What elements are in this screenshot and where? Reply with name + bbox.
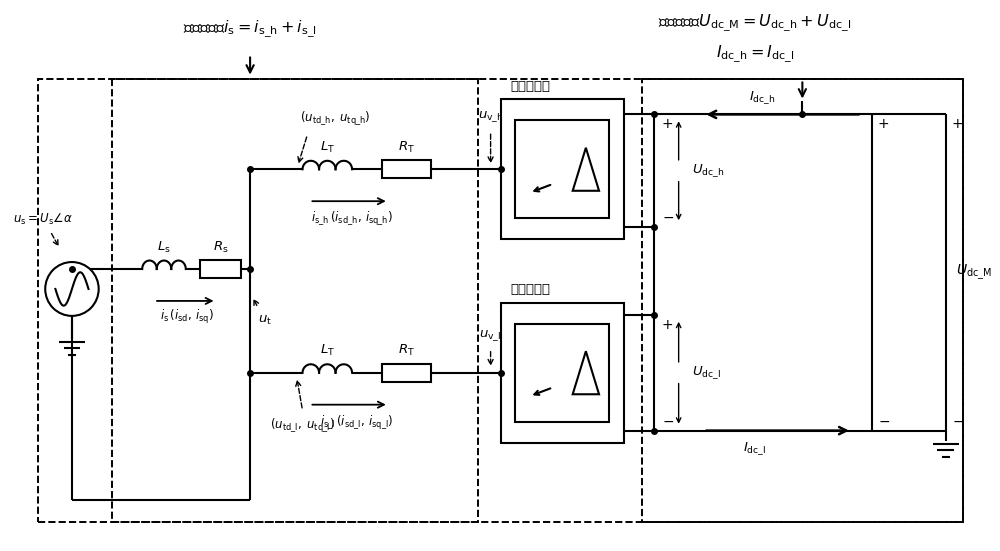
Text: +: +: [662, 318, 673, 332]
Bar: [112, 79, 478, 522]
Text: $u_{\rm s}=U_{\rm s}\angle\alpha$: $u_{\rm s}=U_{\rm s}\angle\alpha$: [13, 212, 72, 226]
Text: 高端换流器: 高端换流器: [510, 80, 550, 93]
Bar: [501, 303, 624, 442]
Bar: [200, 260, 241, 278]
Text: $L_{\rm T}$: $L_{\rm T}$: [320, 343, 335, 358]
Text: $R_{\rm T}$: $R_{\rm T}$: [398, 343, 415, 358]
Text: $u_{\rm t}$: $u_{\rm t}$: [258, 314, 272, 327]
Bar: [515, 120, 609, 218]
Bar: [515, 324, 609, 422]
Text: $U_{\rm dc\_l}$: $U_{\rm dc\_l}$: [692, 364, 721, 381]
Text: 直流侧串联$U_{\rm dc\_M}=U_{\rm dc\_h}+U_{\rm dc\_l}$: 直流侧串联$U_{\rm dc\_M}=U_{\rm dc\_h}+U_{\rm…: [658, 13, 851, 34]
Text: $i_{\rm s\_l}\,( i_{\rm sd\_l},\, i_{\rm sq\_l})$: $i_{\rm s\_l}\,( i_{\rm sd\_l},\, i_{\rm…: [320, 414, 394, 431]
Text: $i_{\rm s\_h}\,( i_{\rm sd\_h},\, i_{\rm sq\_h})$: $i_{\rm s\_h}\,( i_{\rm sd\_h},\, i_{\rm…: [311, 210, 393, 228]
Text: $-$: $-$: [662, 210, 674, 224]
Text: $-$: $-$: [878, 414, 890, 428]
Text: $L_{\rm T}$: $L_{\rm T}$: [320, 140, 335, 155]
Text: +: +: [952, 117, 963, 131]
Text: 交流侧并联$i_{\rm s}=i_{\rm s\_h}+i_{\rm s\_l}$: 交流侧并联$i_{\rm s}=i_{\rm s\_h}+i_{\rm s\_l…: [183, 19, 317, 40]
Text: +: +: [662, 117, 673, 131]
Polygon shape: [573, 148, 599, 191]
Polygon shape: [573, 351, 599, 395]
Bar: [382, 160, 431, 178]
Bar: [38, 79, 963, 522]
Text: $U_{\rm dc\_h}$: $U_{\rm dc\_h}$: [692, 163, 724, 179]
Text: $I_{\rm dc\_l}$: $I_{\rm dc\_l}$: [743, 440, 767, 457]
Text: $U_{\rm dc\_M}$: $U_{\rm dc\_M}$: [956, 263, 992, 282]
Text: $( u_{\rm td\_l},\; u_{\rm tq\_l})$: $( u_{\rm td\_l},\; u_{\rm tq\_l})$: [270, 417, 335, 435]
Text: $I_{\rm dc\_h}=I_{\rm dc\_l}$: $I_{\rm dc\_h}=I_{\rm dc\_l}$: [716, 44, 794, 65]
Text: +: +: [878, 117, 889, 131]
Text: $I_{\rm dc\_h}$: $I_{\rm dc\_h}$: [749, 89, 776, 106]
Text: $-$: $-$: [952, 414, 964, 428]
Text: $( u_{\rm td\_h},\; u_{\rm tq\_h})$: $( u_{\rm td\_h},\; u_{\rm tq\_h})$: [300, 110, 370, 128]
Bar: [382, 364, 431, 382]
Text: $-$: $-$: [662, 414, 674, 428]
Text: $i_{\rm s}\,( i_{\rm sd},\, i_{\rm sq})$: $i_{\rm s}\,( i_{\rm sd},\, i_{\rm sq})$: [160, 308, 214, 326]
Circle shape: [45, 262, 99, 316]
Text: $L_{\rm s}$: $L_{\rm s}$: [157, 240, 171, 255]
Bar: [501, 99, 624, 239]
Text: 低端换流器: 低端换流器: [510, 283, 550, 296]
Bar: [642, 79, 963, 522]
Text: $u_{\rm v\_h}$: $u_{\rm v\_h}$: [478, 109, 503, 124]
Text: $R_{\rm s}$: $R_{\rm s}$: [213, 240, 228, 255]
Text: $u_{\rm v\_l}$: $u_{\rm v\_l}$: [479, 328, 502, 343]
Text: $R_{\rm T}$: $R_{\rm T}$: [398, 140, 415, 155]
